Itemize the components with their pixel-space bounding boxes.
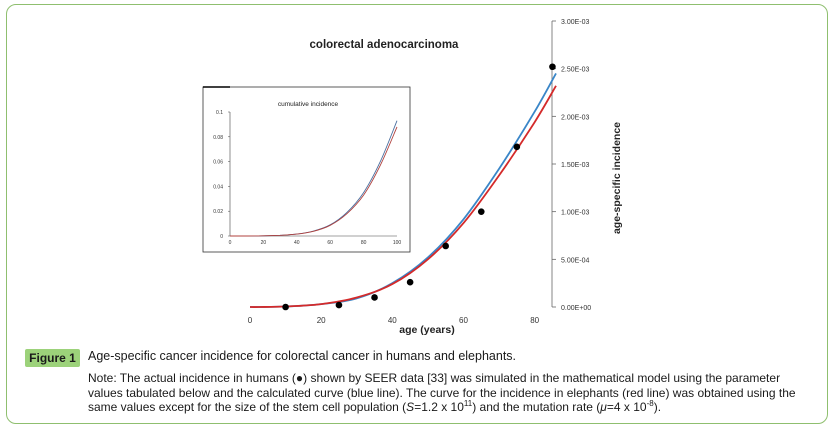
x-axis-label: age (years)	[399, 324, 454, 336]
data-point	[371, 294, 378, 301]
data-point	[477, 208, 485, 215]
inset-y-tick-label: 0.06	[213, 160, 223, 166]
main-chart: colorectal adenocarcinoma 0.00E+00 5.00E-…	[248, 19, 623, 336]
inset-x-tick-label: 0	[229, 240, 232, 246]
y-tick-label: 3.00E-03	[561, 19, 590, 26]
inset-x-ticks: 0 20 40 60 80 100	[229, 240, 402, 246]
inset-x-tick-label: 100	[393, 240, 402, 246]
inset-y-tick-label: 0.02	[213, 209, 223, 215]
note-part-2: ) shown by SEER data [33] was simulated …	[88, 371, 799, 414]
inset-x-tick-label: 60	[327, 240, 333, 246]
chart-title: colorectal adenocarcinoma	[310, 39, 460, 51]
y-axis-label: age-specific incidence	[611, 122, 623, 234]
chart-area: colorectal adenocarcinoma 0.00E+00 5.00E-…	[202, 19, 623, 336]
data-point	[282, 303, 289, 311]
x-tick-label: 0	[248, 316, 253, 325]
note-sup-1: 11	[463, 399, 473, 408]
inset-y-tick-label: 0.1	[216, 110, 223, 116]
note-dot-symbol: ●	[295, 371, 304, 385]
y-tick-label: 1.00E-03	[561, 210, 590, 217]
figure-badge: Figure 1	[25, 349, 80, 367]
note-part-6: ).	[653, 400, 662, 414]
inset-x-tick-label: 20	[261, 240, 267, 246]
inset-x-tick-label: 40	[294, 240, 300, 246]
note-part-3: =1.2 x 10	[414, 400, 464, 414]
inset-x-tick-label: 80	[361, 240, 367, 246]
x-axis-ticks: 0 20 40 60 80	[248, 316, 540, 325]
series-lines	[249, 72, 557, 308]
data-point	[335, 301, 343, 309]
series-line	[249, 85, 557, 308]
figure-note: Note: The actual incidence in humans (●)…	[88, 371, 808, 415]
y-axis-ticks: 0.00E+00 5.00E-04 1.00E-03 1.50E-03 2.00E-03…	[552, 19, 591, 312]
y-tick-label: 1.50E-03	[561, 162, 590, 169]
inset-series-lines	[230, 120, 398, 237]
data-point	[442, 242, 449, 250]
note-part-1: Note: The actual incidence in humans (	[88, 371, 296, 385]
inset-title: cumulative incidence	[278, 101, 339, 108]
note-s-symbol: S	[406, 400, 415, 414]
inset-chart: cumulative incidence 0 0.02 0.04 0.06 0.08 0.…	[202, 86, 411, 253]
data-point	[549, 63, 556, 71]
figure-frame	[6, 4, 828, 424]
x-tick-label: 20	[317, 316, 326, 325]
figure-title: Age-specific cancer incidence for colore…	[88, 349, 517, 363]
inset-frame	[202, 86, 411, 253]
y-tick-label: 2.50E-03	[561, 67, 590, 74]
inset-y-tick-label: 0	[220, 234, 223, 240]
inset-series-line	[230, 126, 398, 237]
x-tick-label: 60	[459, 316, 468, 325]
note-part-4: ) and the mutation rate (	[472, 400, 601, 414]
note-sup-2: -8	[646, 399, 654, 408]
y-tick-label: 2.00E-03	[561, 114, 590, 121]
x-tick-label: 80	[530, 316, 539, 325]
inset-y-ticks: 0 0.02 0.04 0.06 0.08 0.1	[213, 110, 230, 240]
y-tick-label: 5.00E-04	[561, 257, 590, 264]
data-point	[513, 143, 521, 151]
x-tick-label: 40	[388, 316, 397, 325]
data-point	[406, 278, 414, 286]
note-mu-symbol: μ	[600, 400, 607, 414]
note-part-5: =4 x 10	[606, 400, 647, 414]
inset-y-tick-label: 0.08	[213, 135, 223, 141]
inset-y-tick-label: 0.04	[213, 184, 223, 190]
y-tick-label: 0.00E+00	[561, 305, 591, 312]
data-points	[282, 63, 556, 311]
